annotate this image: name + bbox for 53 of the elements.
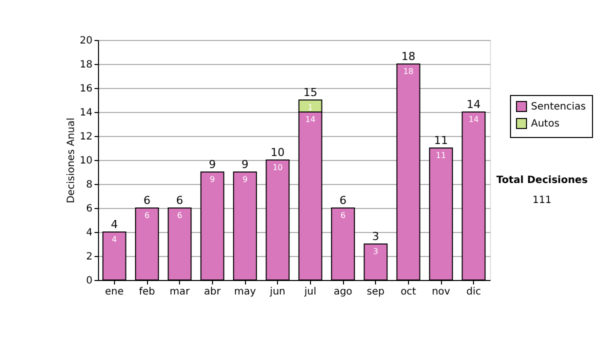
y-tick-label: 10 xyxy=(80,156,92,166)
total-label: 14 xyxy=(466,98,481,111)
x-tick-label: may xyxy=(234,286,256,298)
y-tick-label: 14 xyxy=(80,108,92,118)
data-label: 9 xyxy=(242,175,248,184)
data-label: 9 xyxy=(210,175,215,184)
y-tick-label: 16 xyxy=(80,84,92,94)
x-tick-label: abr xyxy=(204,286,222,298)
total-label: 4 xyxy=(110,218,118,231)
y-tick-label: 18 xyxy=(80,60,92,70)
total-label: 3 xyxy=(372,230,380,243)
x-tick-label: nov xyxy=(432,286,450,298)
y-tick-label: 20 xyxy=(80,36,92,46)
data-label: 14 xyxy=(468,115,479,124)
x-tick-label: ene xyxy=(105,286,124,298)
total-label: 6 xyxy=(144,194,150,207)
x-tick-label: sep xyxy=(366,286,385,298)
data-label: 6 xyxy=(144,211,150,220)
x-tick-label: feb xyxy=(138,286,156,298)
text: Total Decisiones xyxy=(496,175,588,186)
data-label: 6 xyxy=(340,211,346,220)
x-tick-label: jul xyxy=(303,286,316,298)
data-label: 18 xyxy=(403,67,414,76)
data-label: 4 xyxy=(112,235,117,244)
total-label: 15 xyxy=(303,86,318,99)
data-label: 11 xyxy=(436,151,446,160)
y-tick-label: 2 xyxy=(86,252,92,262)
text: 111 xyxy=(532,195,552,206)
total-label: 6 xyxy=(176,194,184,207)
y-tick-label: 6 xyxy=(86,204,92,214)
y-tick-label: 0 xyxy=(86,276,92,286)
y-tick-label: 8 xyxy=(86,180,92,190)
legend-label: Autos xyxy=(531,118,560,130)
x-tick-label: oct xyxy=(400,286,416,298)
data-label: 6 xyxy=(177,211,182,220)
x-tick-label: ago xyxy=(334,286,352,298)
total-label: 18 xyxy=(401,50,416,63)
y-tick-label: 4 xyxy=(86,228,92,238)
y-tick-label: 12 xyxy=(80,132,92,142)
legend-label: Sentencias xyxy=(531,102,586,112)
y-axis-title: Decisiones Anual xyxy=(66,118,77,204)
data-label: 14 xyxy=(305,115,316,124)
data-label: 3 xyxy=(373,247,378,256)
total-label: 10 xyxy=(270,146,285,159)
x-tick-label: jun xyxy=(268,286,286,298)
data-label: 10 xyxy=(272,163,283,172)
data-label: 1 xyxy=(308,103,313,112)
total-label: 9 xyxy=(242,158,248,171)
x-tick-label: mar xyxy=(170,286,191,298)
total-label: 9 xyxy=(208,158,216,171)
x-tick-label: dic xyxy=(466,286,481,298)
total-label: 11 xyxy=(434,134,448,147)
total-label: 6 xyxy=(340,194,346,207)
